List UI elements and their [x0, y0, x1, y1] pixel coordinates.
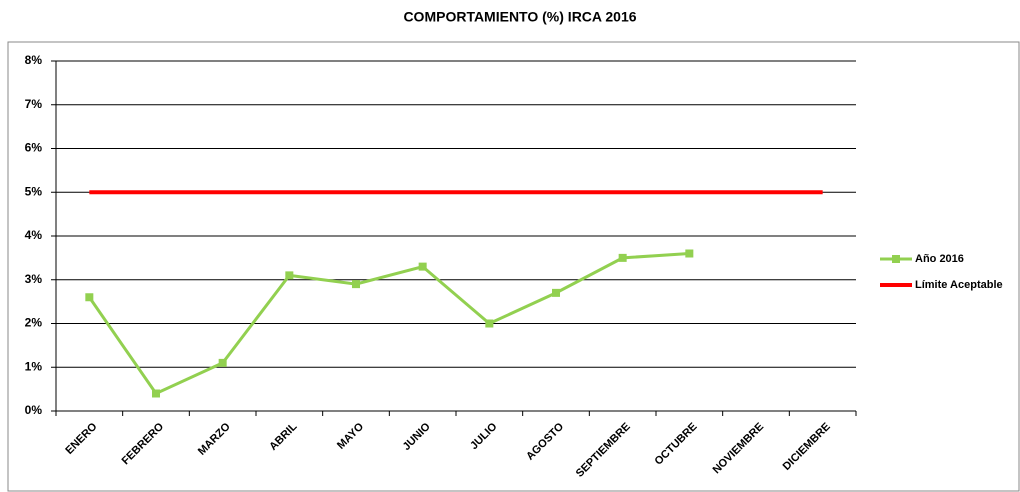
x-tick-label: ENERO [63, 420, 99, 456]
series-line [88, 252, 690, 396]
x-tick-label: ABRIL [267, 420, 299, 452]
y-tick-label: 4% [25, 228, 43, 242]
y-tick-label: 7% [25, 97, 43, 111]
chart-frame [7, 41, 1020, 492]
series-marker [218, 358, 227, 367]
series-marker [685, 249, 694, 258]
y-tick-label: 3% [25, 272, 43, 286]
y-tick-label: 1% [25, 359, 43, 373]
chart-title: COMPORTAMIENTO (%) IRCA 2016 [403, 9, 636, 25]
legend-label: Año 2016 [915, 253, 964, 265]
x-tick-label: DICIEMBRE [781, 421, 833, 473]
series-marker [552, 288, 560, 297]
series-marker [352, 280, 360, 289]
x-tick-label: JULIO [468, 420, 500, 452]
y-tick-label: 0% [25, 403, 43, 417]
y-tick-label: 6% [25, 141, 43, 155]
x-tick-label: AGOSTO [524, 420, 566, 462]
legend-marker [892, 255, 900, 263]
x-tick-label: MARZO [196, 420, 233, 457]
y-tick-label: 2% [25, 316, 43, 330]
legend-label: Límite Aceptable [915, 279, 1003, 291]
x-tick-label: FEBRERO [120, 420, 167, 467]
x-tick-label: JUNIO [401, 420, 434, 453]
series-marker [485, 319, 494, 328]
y-tick-label: 5% [25, 184, 43, 198]
y-tick-label: 8% [25, 53, 43, 67]
series-marker [85, 293, 94, 302]
x-tick-label: MAYO [335, 420, 366, 451]
x-tick-label: OCTUBRE [653, 421, 700, 468]
x-tick-label: SEPTIEMBRE [574, 421, 633, 480]
series-marker [285, 271, 294, 280]
x-tick-label: NOVIEMBRE [711, 421, 767, 477]
series-marker [152, 389, 160, 398]
series-marker [418, 262, 427, 271]
series-marker [618, 253, 627, 262]
